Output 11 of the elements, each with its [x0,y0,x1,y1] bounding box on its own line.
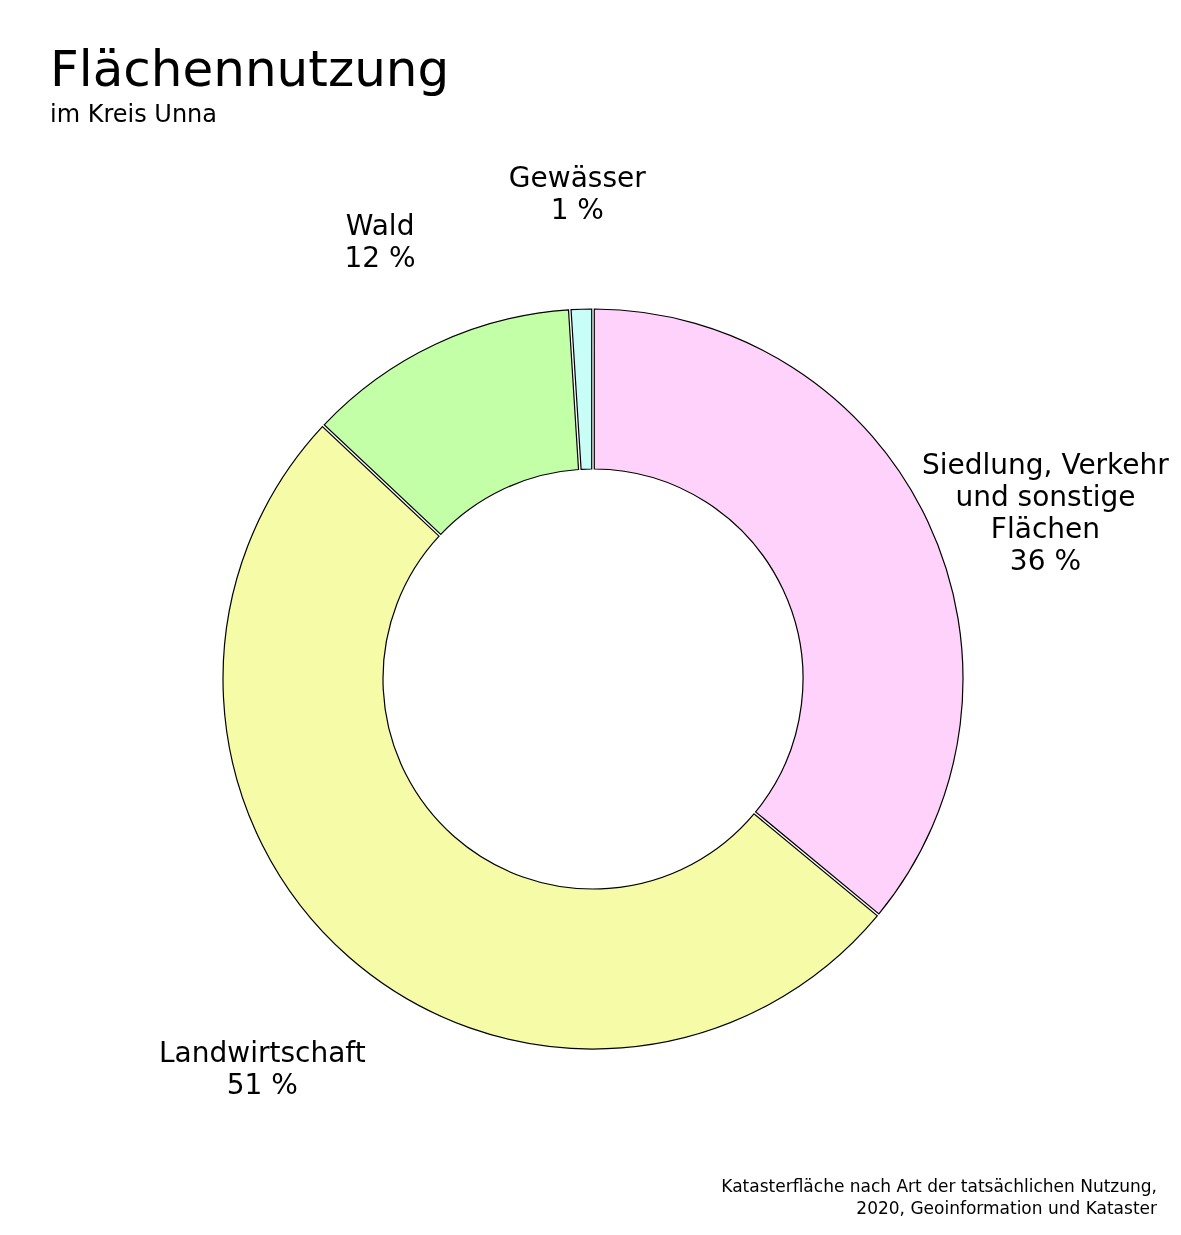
slice-label: Gewässer [508,161,647,195]
chart-title: Flächennutzung [50,40,450,98]
text: Katasterfläche nach Art der tatsächlichen Nutzung, 2020, Geoinformation und Kataster [720,1175,1157,1219]
slice-label: Landwirtschaft [159,1036,366,1070]
data-label: 12 % [344,240,416,274]
data-label: 36 % [1009,544,1081,578]
slice-label: Wald [345,208,415,242]
slice-label: Siedlung, Verkehr und sonstige Flächen [922,448,1170,546]
data-label: 51 % [226,1068,298,1102]
chart-subtitle: im Kreis Unna [50,100,218,128]
data-label: 1 % [550,193,604,227]
